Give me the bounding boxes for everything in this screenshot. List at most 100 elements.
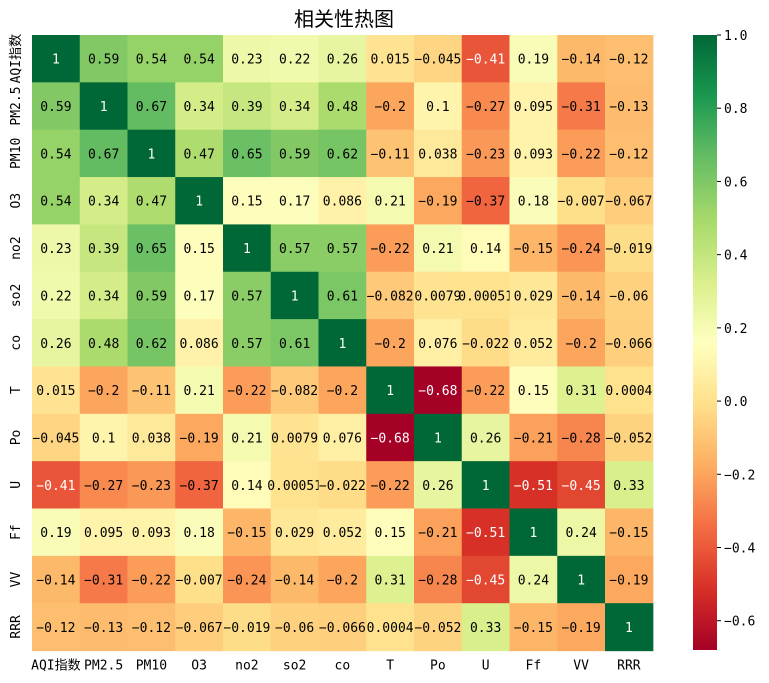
- heatmap-cell: [175, 224, 224, 273]
- heatmap-cell: [557, 271, 606, 320]
- cell-value-label: 0.18: [183, 526, 214, 541]
- heatmap-cell: [605, 271, 654, 320]
- cell-value-label: 0.00051: [458, 289, 513, 304]
- cell-value-label: 0.47: [136, 195, 167, 210]
- heatmap-cell: [461, 413, 511, 462]
- cell-value-label: 0.34: [279, 100, 310, 115]
- cell-value-label: 0.31: [565, 384, 596, 399]
- cell-value-label: −0.082: [271, 384, 318, 399]
- heatmap-cell: [318, 319, 367, 368]
- cell-value-label: 0.21: [231, 431, 262, 446]
- cell-value-label: 0.0079: [271, 431, 318, 446]
- cell-value-label: 0.19: [518, 53, 549, 68]
- heatmap-cell: [32, 35, 81, 83]
- cell-value-label: 1: [100, 100, 108, 115]
- cell-value-label: −0.22: [562, 147, 601, 162]
- heatmap-cell: [461, 82, 511, 131]
- heatmap-cell: [461, 177, 511, 225]
- heatmap-cell: [605, 461, 654, 510]
- cell-value-label: 0.052: [323, 526, 362, 541]
- heatmap-cell: [366, 366, 415, 415]
- cell-value-label: 0.22: [279, 53, 310, 68]
- heatmap-cell: [557, 82, 606, 131]
- cell-value-label: −0.68: [371, 431, 410, 446]
- heatmap-cell: [32, 366, 81, 415]
- cell-value-label: 0.0004: [605, 384, 652, 399]
- heatmap-cell: [175, 271, 224, 320]
- heatmap-cell: [175, 82, 224, 131]
- heatmap-cell: [270, 603, 320, 652]
- heatmap-cell: [175, 508, 224, 557]
- cell-value-label: 0.39: [88, 242, 119, 257]
- cell-value-label: −0.2: [88, 384, 119, 399]
- chart-title: 相关性热图: [294, 7, 394, 31]
- cell-value-label: 0.17: [183, 289, 214, 304]
- cell-value-label: −0.052: [414, 621, 461, 636]
- cell-value-label: −0.37: [180, 479, 219, 494]
- heatmap-cell: [509, 129, 558, 178]
- cell-value-label: 0.18: [518, 195, 549, 210]
- heatmap-cell: [461, 603, 511, 652]
- cell-value-label: −0.13: [609, 100, 648, 115]
- heatmap-cell: [461, 35, 511, 83]
- cell-value-label: −0.14: [36, 574, 75, 589]
- cell-value-label: 1: [625, 621, 633, 636]
- heatmap-cell: [509, 555, 558, 604]
- cell-value-label: 0.59: [40, 100, 71, 115]
- x-axis-ticks: AQI指数 PM2.5 PM10 O3 no2 so2 co T Po U Ff VV RRR: [31, 659, 641, 674]
- cell-value-label: 0.19: [40, 526, 71, 541]
- heatmap-cell: [605, 508, 654, 557]
- heatmap-cell: [175, 366, 224, 415]
- heatmap-cell: [605, 319, 654, 368]
- heatmap-cell: [509, 366, 558, 415]
- cell-value-label: 0.15: [183, 242, 214, 257]
- cell-value-label: 0.076: [323, 431, 362, 446]
- cell-value-label: 0.015: [36, 384, 75, 399]
- colorbar-ticks: 1.0 0.8 0.6 0.4 0.2 0.0 −0.2 −0.4 −0.6: [717, 29, 755, 630]
- cell-value-label: −0.11: [371, 147, 410, 162]
- cell-value-label: 1: [291, 289, 299, 304]
- cell-value-label: 0.67: [136, 100, 167, 115]
- cell-value-label: −0.51: [514, 479, 553, 494]
- cell-value-label: 0.33: [470, 621, 501, 636]
- heatmap-cell: [223, 177, 272, 225]
- cell-value-label: −0.68: [418, 384, 457, 399]
- heatmap-cell: [366, 271, 415, 320]
- heatmap-cell: [366, 129, 415, 178]
- heatmap-cell: [557, 224, 606, 273]
- heatmap-cell: [557, 508, 606, 557]
- heatmap-cell: [557, 129, 606, 178]
- cell-value-label: −0.22: [132, 574, 171, 589]
- cell-value-label: −0.007: [558, 195, 605, 210]
- heatmap-cell: [461, 555, 511, 604]
- heatmap-cell: [414, 271, 463, 320]
- heatmap-cell: [414, 35, 463, 83]
- cell-value-label: −0.067: [176, 621, 223, 636]
- heatmap-cell: [509, 271, 558, 320]
- cell-value-label: −0.27: [84, 479, 123, 494]
- heatmap-cell: [270, 461, 320, 510]
- x-tick-label: no2: [235, 659, 258, 674]
- x-tick-label: PM10: [136, 659, 167, 674]
- heatmap-cell: [223, 603, 272, 652]
- heatmap-cell: [557, 461, 606, 510]
- heatmap-cell: [509, 461, 558, 510]
- cell-value-label: −0.082: [367, 289, 414, 304]
- heatmap-cell: [270, 82, 320, 131]
- heatmap-cell: [127, 508, 176, 557]
- cell-value-label: −0.19: [562, 621, 601, 636]
- cell-value-label: 0.39: [231, 100, 262, 115]
- x-tick-label: AQI指数: [31, 659, 80, 674]
- heatmap-cell: [318, 129, 367, 178]
- heatmap-cell: [318, 461, 367, 510]
- x-tick-label: VV: [573, 659, 589, 674]
- cell-value-label: −0.19: [418, 195, 457, 210]
- heatmap-cell: [318, 35, 367, 83]
- heatmap-cell: [366, 35, 415, 83]
- cell-value-label: 0.48: [88, 337, 119, 352]
- heatmap-cell: [270, 35, 320, 83]
- cell-value-label: −0.14: [275, 574, 314, 589]
- heatmap-cell: [509, 224, 558, 273]
- heatmap-cell: [175, 461, 224, 510]
- heatmap-cell: [79, 177, 129, 225]
